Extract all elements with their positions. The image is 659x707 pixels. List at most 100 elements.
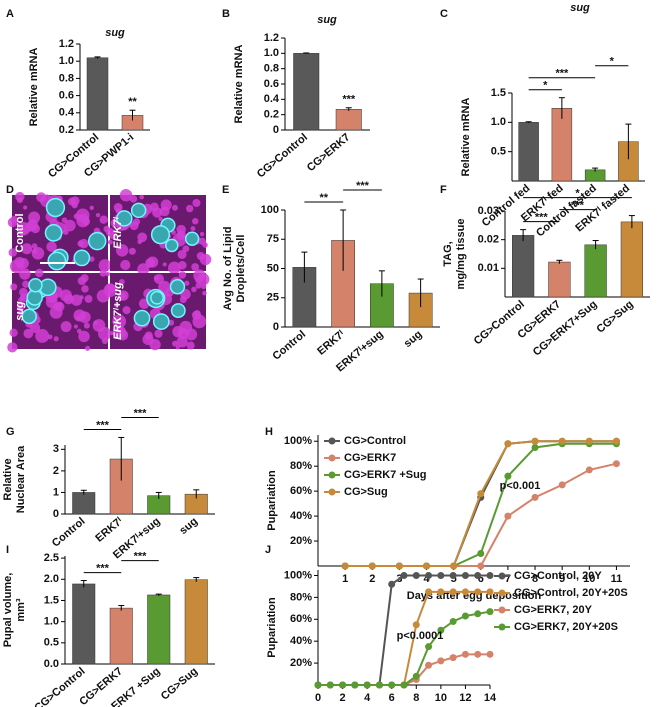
data-point — [504, 440, 512, 448]
lipid-droplet — [154, 329, 163, 338]
lipid-droplet — [112, 325, 127, 339]
legend-swatch — [328, 488, 336, 496]
y-axis-label: Droplets/Cell — [235, 235, 247, 303]
data-point — [339, 681, 347, 689]
x-tick-label: 2 — [340, 692, 346, 704]
y-tick-label: 0.0 — [44, 658, 59, 670]
lipid-droplet — [84, 294, 93, 303]
x-tick-label: CG>ERK7+Sug — [531, 298, 600, 358]
error-bar — [556, 259, 563, 264]
error-bar — [625, 123, 632, 160]
nucleus — [152, 313, 170, 330]
lipid-droplet — [83, 322, 90, 329]
data-point — [531, 493, 539, 501]
lipid-droplet — [80, 274, 89, 283]
lipid-droplet — [139, 194, 145, 200]
x-tick-label: 8 — [532, 573, 538, 585]
data-point — [425, 643, 433, 651]
lipid-droplet — [191, 263, 200, 271]
data-point — [425, 571, 433, 579]
data-point — [450, 562, 458, 570]
legend-label: CG>Sug — [344, 486, 388, 498]
y-tick-label: 100 — [261, 204, 279, 216]
lipid-droplet — [176, 230, 186, 240]
error-bar — [193, 489, 200, 499]
nucleus — [170, 303, 186, 319]
lipid-droplet — [99, 215, 108, 224]
lipid-droplet — [105, 271, 110, 277]
y-tick-label: 80% — [290, 591, 312, 603]
data-point — [449, 588, 457, 596]
error-bar — [155, 593, 162, 596]
y-tick-label: 60% — [290, 613, 312, 625]
data-point — [486, 650, 494, 658]
error-bar — [80, 580, 87, 588]
data-point — [474, 650, 482, 658]
lipid-droplet — [19, 268, 31, 280]
error-bar — [378, 270, 385, 297]
significance: *** — [342, 94, 356, 106]
legend-label: CG>Control — [344, 435, 406, 447]
data-point — [437, 588, 445, 596]
lipid-droplet — [120, 259, 131, 271]
lipid-droplet — [8, 248, 18, 257]
lipid-droplet — [95, 212, 101, 218]
data-point — [531, 437, 539, 445]
quadrant-label: ERK7ᴵ — [112, 216, 124, 248]
lipid-droplet — [192, 314, 207, 329]
legend-swatch — [498, 589, 506, 597]
panel-label: F — [440, 184, 447, 196]
legend-label: CG>Control, 20Y — [514, 570, 602, 582]
data-point — [461, 612, 469, 620]
lipid-droplet — [64, 219, 76, 232]
series-line — [318, 610, 491, 686]
data-point — [351, 681, 359, 689]
lipid-droplet — [171, 204, 178, 211]
data-point — [461, 650, 469, 658]
significance: * — [610, 56, 615, 68]
lipid-droplet — [193, 269, 206, 282]
data-point — [423, 562, 431, 570]
error-bar — [628, 215, 635, 229]
lipid-droplet — [192, 198, 201, 207]
bar — [147, 594, 171, 665]
lipid-droplet — [18, 308, 24, 313]
legend-swatch — [328, 454, 336, 462]
lipid-droplet — [182, 245, 190, 253]
legend-label: CG>Control, 20Y+20S — [514, 587, 628, 599]
lipid-droplet — [46, 241, 57, 252]
lipid-droplet — [149, 338, 161, 351]
data-point — [612, 437, 620, 445]
lipid-droplet — [172, 325, 184, 338]
y-tick-label: 80% — [290, 460, 312, 472]
lipid-droplet — [28, 211, 41, 224]
lipid-droplet — [21, 243, 33, 255]
data-point — [585, 437, 593, 445]
data-point — [388, 681, 396, 689]
y-tick-label: 60% — [290, 485, 312, 497]
lipid-droplet — [172, 340, 178, 347]
data-point — [314, 681, 322, 689]
nucleus — [133, 309, 151, 327]
lipid-droplet — [53, 336, 59, 342]
y-tick-label: 40% — [290, 510, 312, 522]
chart-title: sug — [317, 14, 337, 26]
data-point — [400, 571, 408, 579]
data-point — [531, 443, 539, 451]
lipid-droplet — [109, 331, 114, 336]
y-tick-label: 1.0 — [59, 55, 74, 67]
y-tick-label: 25 — [267, 292, 279, 304]
lipid-droplet — [18, 227, 27, 236]
y-tick-label: 1.5 — [44, 594, 59, 606]
y-tick-label: 20% — [290, 657, 312, 669]
lipid-droplet — [7, 217, 18, 228]
y-axis-label: Relative mRNA — [28, 48, 40, 127]
data-point — [474, 571, 482, 579]
data-point — [504, 512, 512, 520]
nucleus — [44, 223, 63, 242]
y-tick-label: 2 — [53, 465, 59, 477]
data-point — [449, 571, 457, 579]
x-tick-label: 7 — [505, 573, 511, 585]
lipid-droplet — [159, 206, 170, 217]
lipid-droplet — [78, 330, 90, 343]
